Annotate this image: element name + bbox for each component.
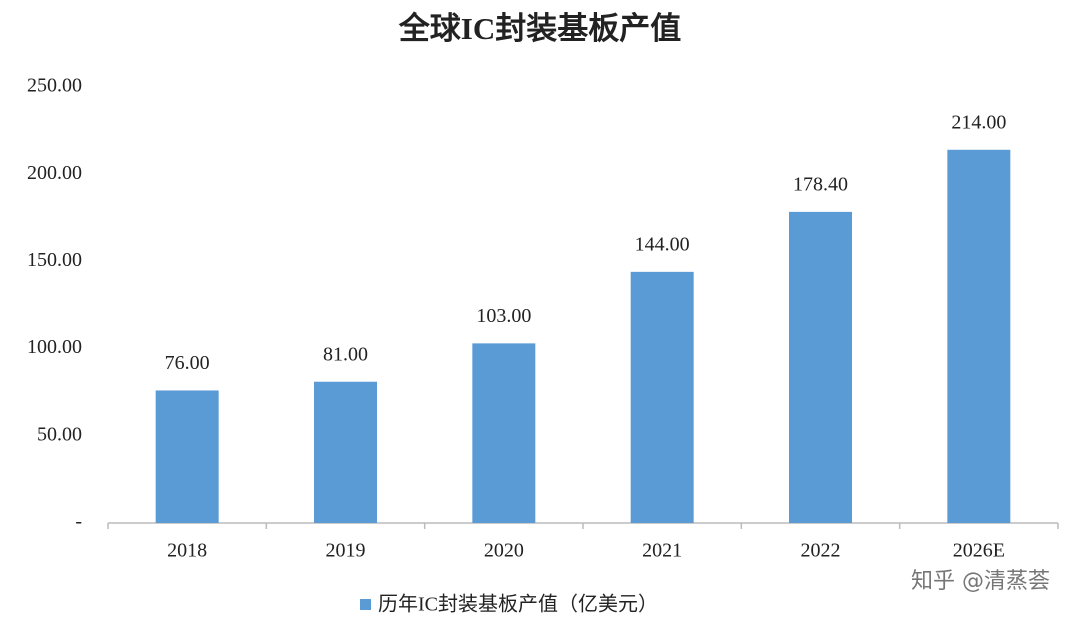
y-tick-label: 50.00 xyxy=(37,423,82,445)
data-label: 144.00 xyxy=(635,233,690,255)
x-tick-label: 2020 xyxy=(484,540,524,562)
chart-title: 全球IC封装基板产值 xyxy=(398,11,681,46)
x-tick-label: 2019 xyxy=(326,540,366,562)
x-tick-label: 2021 xyxy=(642,540,682,562)
x-tick-label: 2022 xyxy=(801,540,841,562)
y-tick-label: 200.00 xyxy=(27,162,82,184)
x-tick-label: 2018 xyxy=(167,540,207,562)
bar xyxy=(314,381,377,523)
data-label: 178.40 xyxy=(793,173,848,195)
watermark: 知乎 @清蒸荟 xyxy=(911,569,1050,594)
legend-swatch xyxy=(360,599,371,610)
y-tick-label: - xyxy=(75,511,82,533)
bar xyxy=(947,149,1011,523)
bar xyxy=(789,211,852,523)
data-label: 214.00 xyxy=(951,111,1006,133)
x-tick-label: 2026E xyxy=(953,540,1005,562)
y-tick-label: 100.00 xyxy=(27,336,82,358)
bar xyxy=(155,390,219,523)
data-label: 81.00 xyxy=(323,343,368,365)
legend-label: 历年IC封装基板产值（亿美元） xyxy=(378,593,658,616)
data-label: 103.00 xyxy=(476,305,531,327)
data-label: 76.00 xyxy=(165,352,210,374)
y-tick-label: 150.00 xyxy=(27,249,82,271)
bar xyxy=(472,343,536,523)
bar xyxy=(630,271,694,523)
y-tick-label: 250.00 xyxy=(27,75,82,97)
